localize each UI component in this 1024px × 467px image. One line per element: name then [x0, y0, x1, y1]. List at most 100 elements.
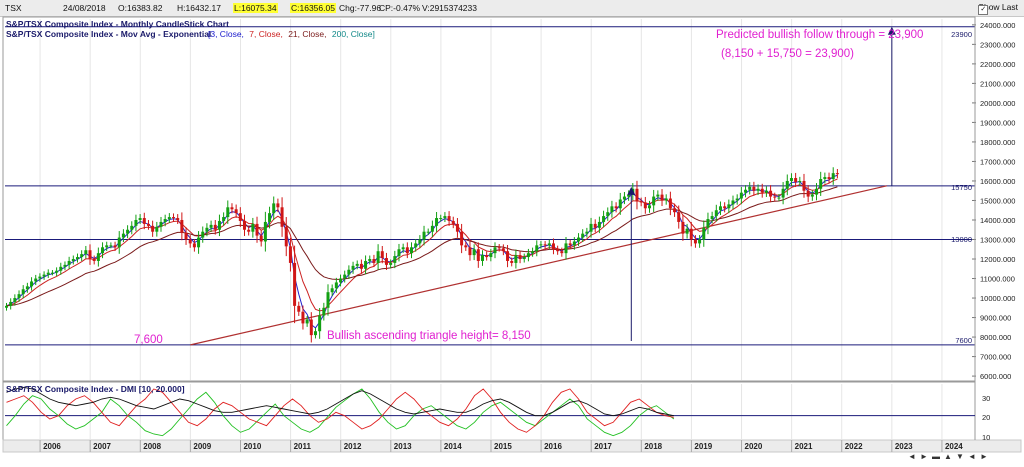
- candle-body-up: [698, 239, 702, 244]
- adx-line: [6, 386, 674, 417]
- candle-body-up: [55, 270, 59, 273]
- candle-body-up: [401, 247, 405, 250]
- x-axis-tick-label: 2010: [243, 442, 261, 451]
- candle-body-down: [92, 259, 96, 261]
- candle-body-up: [819, 179, 823, 189]
- candle-body-down: [242, 220, 246, 230]
- annotation-triangle-height: Bullish ascending triangle height= 8,150: [327, 330, 531, 342]
- annotation-arrow-head: [627, 186, 636, 195]
- ma-param-ema200: 200, Close]: [332, 29, 375, 39]
- candle-body-down: [455, 223, 459, 232]
- candle-body-up: [539, 244, 543, 246]
- x-axis-tick-label: 2009: [193, 442, 211, 451]
- x-axis-tick-label: 2015: [494, 442, 512, 451]
- dmi-minus-line: [6, 388, 674, 433]
- candle-body-down: [146, 223, 150, 226]
- close-value: C:16356.05: [290, 3, 336, 13]
- candle-body-up: [735, 198, 739, 201]
- candle-body-down: [234, 209, 238, 214]
- candle-body-up: [823, 177, 827, 180]
- candle-body-down: [806, 190, 810, 197]
- candle-body-down: [643, 202, 647, 209]
- symbol-label: TSX: [5, 3, 22, 13]
- y-axis-tick-label: 6000.000: [980, 372, 1011, 381]
- candle-body-down: [293, 262, 297, 306]
- candle-body-up: [389, 262, 393, 265]
- show-last-toggle[interactable]: ✓ Show Last: [978, 2, 1018, 15]
- candle-body-down: [802, 180, 806, 191]
- candle-body-up: [222, 217, 226, 221]
- candle-body-down: [405, 247, 409, 254]
- candle-body-up: [422, 231, 426, 240]
- nav-zoom-in-button[interactable]: ▲: [944, 452, 952, 461]
- candle-body-up: [339, 278, 343, 283]
- candle-body-up: [430, 225, 434, 232]
- ma-legend-title: S&P/TSX Composite Index - Mov Avg - Expo…: [6, 29, 211, 39]
- candle-body-up: [109, 245, 113, 247]
- candle-body-up: [785, 180, 789, 189]
- candle-body-up: [46, 272, 50, 275]
- nav-scroll-left-button[interactable]: ◄: [908, 452, 916, 461]
- candle-body-up: [251, 223, 255, 232]
- candle-body-down: [172, 217, 176, 219]
- nav-zoom-out-button[interactable]: ▼: [956, 452, 964, 461]
- candle-body-up: [439, 218, 443, 220]
- candle-body-up: [163, 219, 167, 222]
- candle-body-up: [744, 189, 748, 193]
- y-axis-tick-label: 10000.000: [980, 294, 1015, 303]
- candle-body-up: [25, 286, 29, 290]
- candle-body-up: [718, 206, 722, 211]
- candle-body-up: [50, 272, 54, 274]
- candle-body-down: [501, 248, 505, 252]
- nav-reset-button[interactable]: ▬: [932, 452, 940, 461]
- candle-body-down: [673, 208, 677, 213]
- candle-body-up: [535, 245, 539, 252]
- candle-body-up: [355, 263, 359, 266]
- candle-body-down: [464, 245, 468, 248]
- candle-body-up: [393, 256, 397, 263]
- low-value: L:16075.34: [234, 3, 277, 13]
- candle-body-up: [493, 247, 497, 254]
- show-last-label: Show Last: [978, 2, 1018, 12]
- candle-body-up: [435, 218, 439, 226]
- open-value: O:16383.82: [118, 3, 163, 13]
- x-axis-tick-label: 2011: [294, 442, 312, 451]
- candle-body-up: [597, 221, 601, 228]
- nav-first-button[interactable]: ◄: [968, 452, 976, 461]
- y-axis-tick-label: 15000.000: [980, 196, 1015, 205]
- candle-body-down: [476, 249, 480, 261]
- candle-body-down: [447, 216, 451, 221]
- candle-body-up: [647, 205, 651, 209]
- candle-body-up: [685, 228, 689, 234]
- nav-last-button[interactable]: ►: [980, 452, 988, 461]
- candle-body-down: [723, 206, 727, 209]
- candle-body-up: [38, 276, 42, 279]
- main-chart-title: S&P/TSX Composite Index - Monthly Candle…: [6, 19, 229, 29]
- candle-body-down: [485, 255, 489, 258]
- candle-body-down: [556, 249, 560, 252]
- candle-body-up: [59, 266, 63, 271]
- candle-body-down: [188, 239, 192, 244]
- close-highlight: L:16075.34: [233, 3, 278, 13]
- candle-body-up: [217, 220, 221, 230]
- candle-body-up: [343, 274, 347, 279]
- candle-body-up: [318, 315, 322, 332]
- candle-body-up: [531, 251, 535, 254]
- candle-body-up: [764, 190, 768, 193]
- candle-body-up: [197, 237, 201, 248]
- candle-body-down: [827, 177, 831, 180]
- show-last-checkbox[interactable]: ✓: [978, 5, 989, 15]
- candle-body-up: [126, 229, 130, 234]
- price-panel: [2, 16, 976, 382]
- candle-body-down: [288, 246, 292, 263]
- nav-scroll-right-button[interactable]: ►: [920, 452, 928, 461]
- candle-body-down: [372, 259, 376, 263]
- candle-body-down: [359, 263, 363, 269]
- candle-body-down: [773, 196, 777, 198]
- annotation-calc: (8,150 + 15,750 = 23,900): [721, 48, 854, 60]
- candle-body-up: [34, 278, 38, 282]
- candle-body-up: [443, 216, 447, 219]
- y-axis-tick-label: 9000.000: [980, 314, 1011, 323]
- candle-body-up: [664, 198, 668, 201]
- ascending-trend-line: [190, 185, 887, 346]
